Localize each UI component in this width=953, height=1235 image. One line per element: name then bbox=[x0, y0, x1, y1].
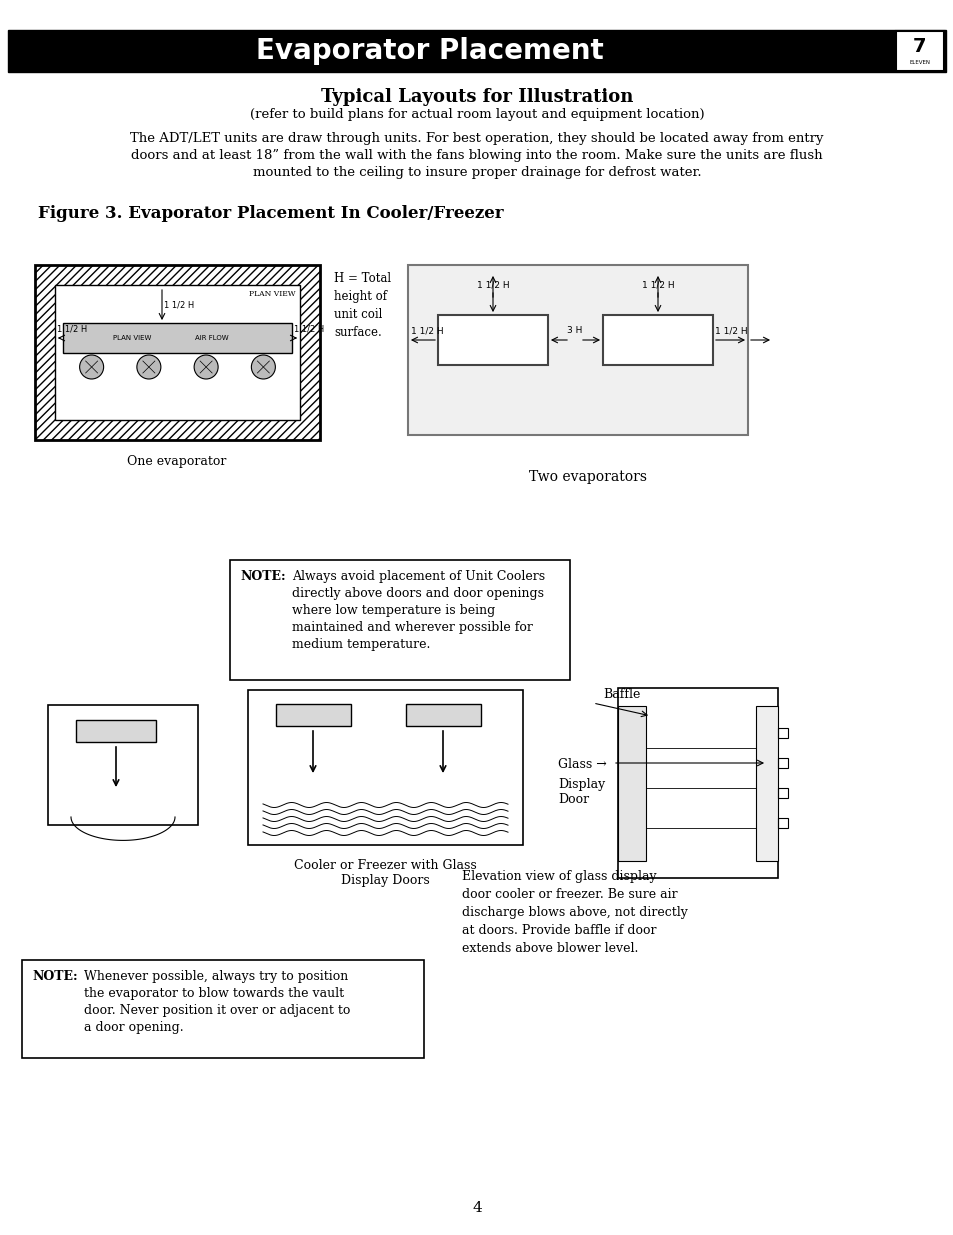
Text: The ADT/LET units are draw through units. For best operation, they should be loc: The ADT/LET units are draw through units… bbox=[131, 132, 822, 179]
Bar bbox=[895, 31, 943, 70]
Text: ELEVEN: ELEVEN bbox=[908, 59, 929, 64]
Bar bbox=[48, 705, 198, 825]
Bar bbox=[778, 788, 787, 798]
Text: 1 1/2 H: 1 1/2 H bbox=[57, 324, 87, 333]
Text: PLAN VIEW: PLAN VIEW bbox=[112, 335, 151, 341]
Text: 3 H: 3 H bbox=[567, 326, 582, 335]
Text: Whenever possible, always try to position
the evaporator to blow towards the vau: Whenever possible, always try to positio… bbox=[84, 969, 350, 1034]
Text: 1 1/2 H: 1 1/2 H bbox=[411, 326, 443, 335]
Text: 1 1/2 H: 1 1/2 H bbox=[294, 324, 324, 333]
Text: 1 1/2 H: 1 1/2 H bbox=[641, 280, 674, 289]
Bar bbox=[55, 285, 299, 420]
Bar bbox=[406, 704, 480, 726]
Text: Two evaporators: Two evaporators bbox=[529, 471, 646, 484]
Bar bbox=[22, 960, 423, 1058]
Bar bbox=[248, 690, 522, 845]
Text: Baffle: Baffle bbox=[602, 688, 639, 701]
Bar bbox=[602, 315, 712, 366]
Text: 1 1/2 H: 1 1/2 H bbox=[476, 280, 509, 289]
Bar bbox=[778, 818, 787, 827]
Text: NOTE:: NOTE: bbox=[32, 969, 77, 983]
Bar bbox=[63, 324, 292, 353]
Bar bbox=[8, 30, 945, 72]
Bar bbox=[76, 720, 156, 742]
Bar bbox=[275, 704, 351, 726]
Text: 1 1/2 H: 1 1/2 H bbox=[164, 300, 194, 310]
Text: AIR FLOW: AIR FLOW bbox=[194, 335, 229, 341]
Bar bbox=[778, 727, 787, 739]
Bar bbox=[408, 266, 747, 435]
Text: Typical Layouts for Illustration: Typical Layouts for Illustration bbox=[320, 88, 633, 106]
Text: Cooler or Freezer with Glass
Display Doors: Cooler or Freezer with Glass Display Doo… bbox=[294, 860, 476, 887]
Text: Evaporator Placement: Evaporator Placement bbox=[255, 37, 603, 65]
Text: Elevation view of glass display
door cooler or freezer. Be sure air
discharge bl: Elevation view of glass display door coo… bbox=[461, 869, 687, 955]
Text: PLAN VIEW: PLAN VIEW bbox=[249, 290, 295, 298]
Bar bbox=[35, 266, 319, 440]
Text: (refer to build plans for actual room layout and equipment location): (refer to build plans for actual room la… bbox=[250, 107, 703, 121]
Text: Display
Door: Display Door bbox=[558, 778, 604, 806]
Circle shape bbox=[251, 354, 275, 379]
Circle shape bbox=[193, 354, 218, 379]
Bar bbox=[618, 688, 778, 878]
Bar bbox=[618, 706, 645, 861]
Text: Glass →: Glass → bbox=[558, 758, 606, 771]
Bar bbox=[778, 758, 787, 768]
Text: 7: 7 bbox=[912, 37, 925, 57]
Circle shape bbox=[79, 354, 104, 379]
Text: Figure 3. Evaporator Placement In Cooler/Freezer: Figure 3. Evaporator Placement In Cooler… bbox=[38, 205, 503, 222]
Circle shape bbox=[136, 354, 161, 379]
Bar bbox=[437, 315, 547, 366]
Text: H = Total
height of
unit coil
surface.: H = Total height of unit coil surface. bbox=[334, 272, 391, 338]
Bar bbox=[755, 706, 778, 861]
Text: Always avoid placement of Unit Coolers
directly above doors and door openings
wh: Always avoid placement of Unit Coolers d… bbox=[292, 571, 544, 651]
Bar bbox=[230, 559, 569, 680]
Text: One evaporator: One evaporator bbox=[127, 454, 227, 468]
Text: 1 1/2 H: 1 1/2 H bbox=[714, 326, 747, 335]
Text: NOTE:: NOTE: bbox=[240, 571, 285, 583]
Text: 4: 4 bbox=[472, 1200, 481, 1215]
